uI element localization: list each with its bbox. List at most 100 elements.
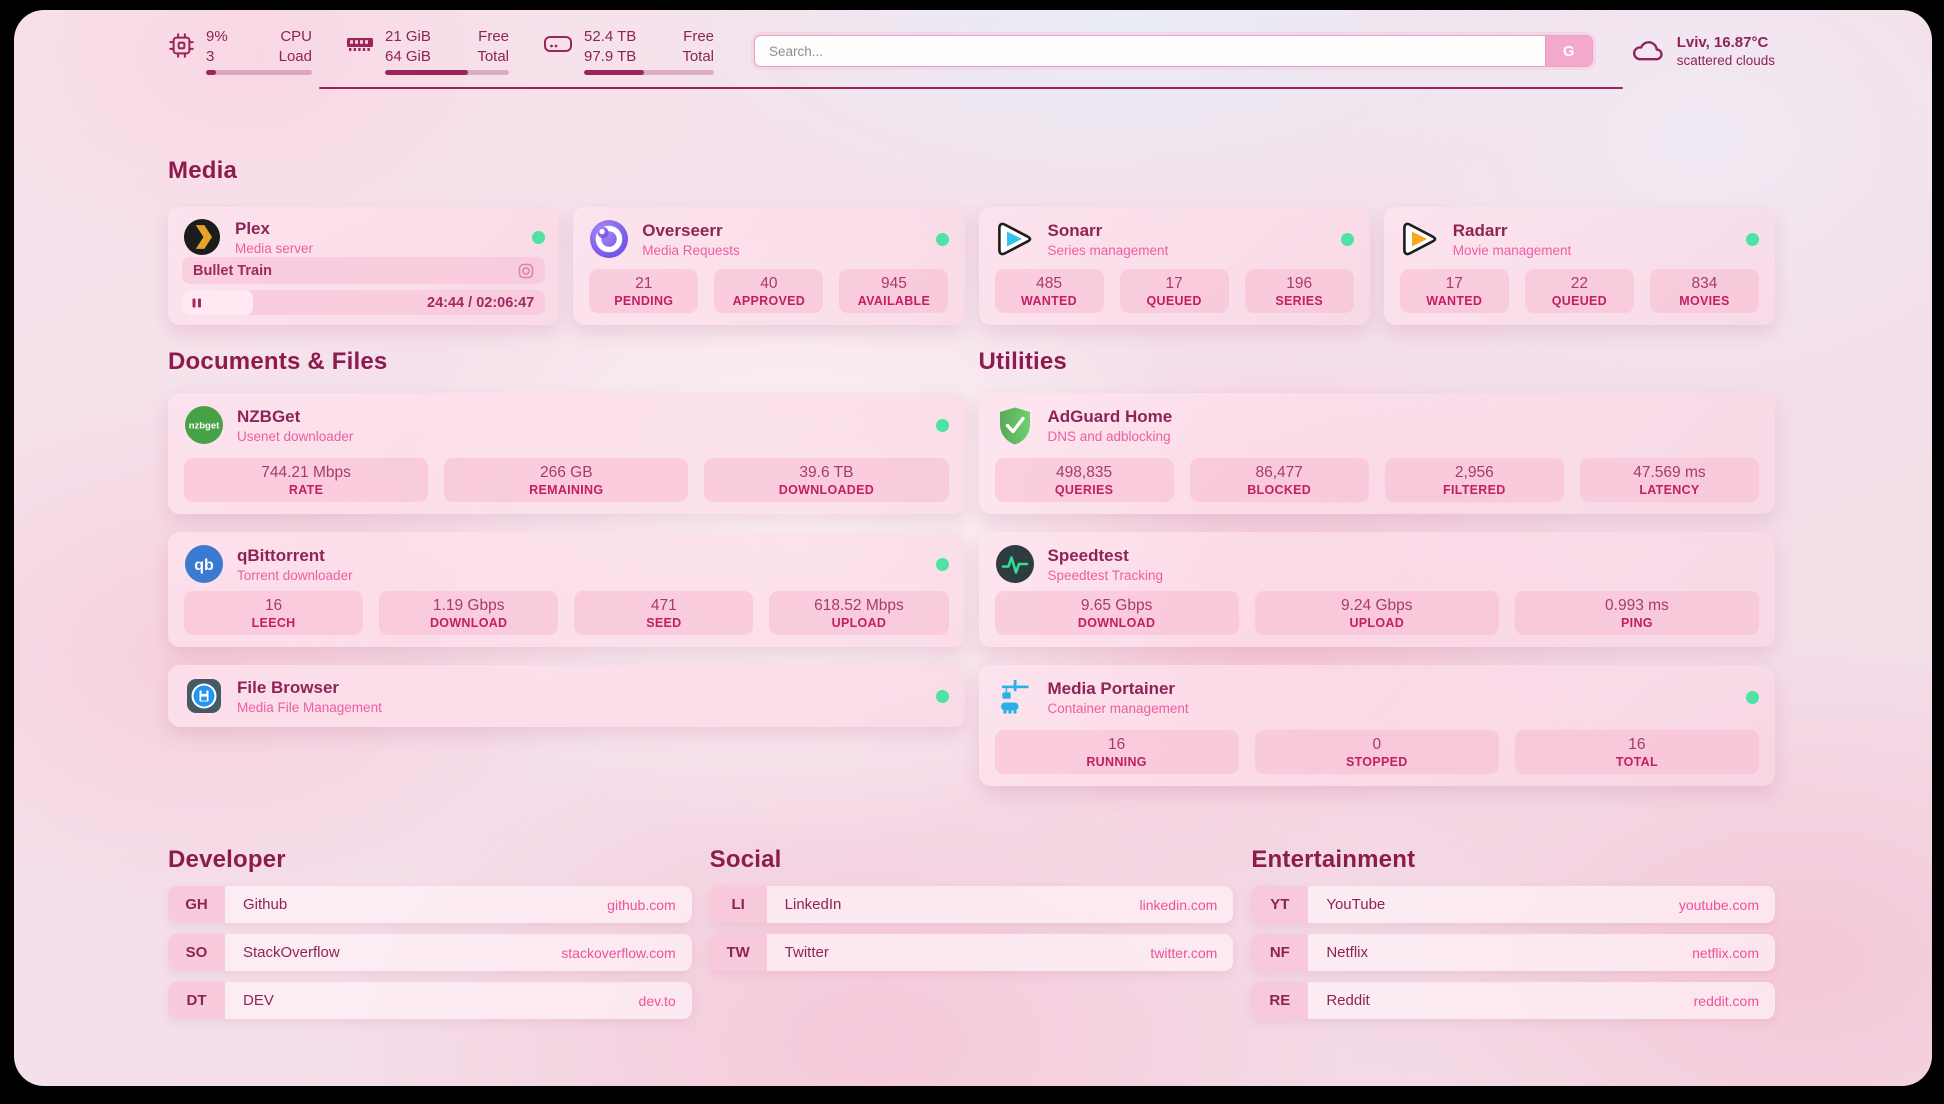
stat-label: DOWNLOAD (429, 615, 508, 630)
service-card-portainer[interactable]: Media Portainer Container management 16 … (978, 665, 1775, 786)
stat-label: UPLOAD (1349, 615, 1405, 630)
bookmark-url: stackoverflow.com (561, 944, 676, 961)
card-subtitle: Container management (1047, 700, 1189, 716)
service-card-overseerr[interactable]: Overseerr Media Requests 21 PENDING 40 A… (573, 207, 965, 325)
bookmark-url: dev.to (638, 992, 676, 1009)
bookmark-netflix[interactable]: NF Netflix netflix.com (1251, 934, 1775, 971)
stat-value: 196 (1286, 274, 1313, 292)
weather-location: Lviv, 16.87°C (1676, 34, 1769, 51)
stat-box: 39.6 TB DOWNLOADED (704, 458, 949, 502)
service-card-nzbget[interactable]: nzbget NZBGet Usenet downloader 744.21 M… (168, 393, 965, 514)
service-card-plex[interactable]: Plex Media server Bullet Train (168, 207, 560, 325)
service-card-qbittorrent[interactable]: qb qBittorrent Torrent downloader 16 LEE… (168, 532, 965, 647)
stat-box: 1.19 Gbps DOWNLOAD (379, 591, 559, 635)
ram-free-value: 21 GiB (385, 28, 431, 45)
status-dot (532, 230, 546, 244)
stat-value: 86,477 (1255, 463, 1303, 481)
stat-value: 471 (650, 596, 677, 614)
bookmark-stackoverflow[interactable]: SO StackOverflow stackoverflow.com (168, 934, 692, 971)
stat-label: PING (1621, 615, 1653, 630)
search-input[interactable] (755, 36, 1545, 66)
service-card-sonarr[interactable]: Sonarr Series management 485 WANTED 17 Q… (978, 207, 1370, 325)
bookmark-name: YouTube (1326, 896, 1386, 913)
weather-widget[interactable]: Lviv, 16.87°C scattered clouds (1629, 34, 1775, 69)
bookmark-linkedin[interactable]: LI LinkedIn linkedin.com (709, 886, 1234, 923)
service-card-speedtest[interactable]: Speedtest Speedtest Tracking 9.65 Gbps D… (978, 532, 1775, 647)
svg-text:nzbget: nzbget (189, 421, 220, 432)
card-subtitle: Torrent downloader (237, 567, 353, 583)
bookmark-url: github.com (607, 896, 676, 913)
bookmark-name: DEV (243, 992, 274, 1009)
bookmark-abbr: DT (168, 982, 225, 1019)
stat-label: STOPPED (1345, 754, 1408, 769)
stat-value: 0 (1372, 735, 1382, 753)
stat-label: TOTAL (1615, 754, 1658, 769)
card-subtitle: Media File Management (237, 699, 382, 715)
service-card-adguard[interactable]: AdGuard Home DNS and adblocking 498,835 … (978, 393, 1775, 514)
stat-box: 196 SERIES (1244, 269, 1354, 313)
stat-box: 498,835 QUERIES (994, 458, 1174, 502)
stat-label: DOWNLOAD (1077, 615, 1156, 630)
card-name: NZBGet (237, 406, 301, 426)
bookmark-abbr: LI (709, 886, 767, 923)
stat-value: 618.52 Mbps (814, 596, 904, 614)
stat-value: 21 (635, 274, 653, 292)
stat-box: 0 STOPPED (1254, 730, 1499, 774)
stat-box: 834 MOVIES (1649, 269, 1759, 313)
stat-label: RUNNING (1086, 754, 1147, 769)
pause-icon[interactable] (192, 297, 202, 308)
session-camera-icon[interactable] (518, 263, 534, 279)
cpu-label: CPU (280, 28, 312, 45)
bookmark-github[interactable]: GH Github github.com (168, 886, 692, 923)
status-dot (935, 418, 949, 432)
stat-label: LEECH (251, 615, 296, 630)
search-engine-button[interactable]: G (1544, 36, 1592, 66)
card-subtitle: Speedtest Tracking (1047, 567, 1164, 583)
stat-value: 498,835 (1056, 463, 1113, 481)
stat-label: UPLOAD (831, 615, 887, 630)
bookmark-name: Netflix (1326, 944, 1369, 961)
stat-label: SERIES (1275, 293, 1324, 308)
status-dot (1746, 232, 1759, 246)
card-name: Radarr (1452, 220, 1508, 240)
bookmark-url: linkedin.com (1139, 896, 1218, 913)
stat-label: QUERIES (1054, 482, 1114, 497)
card-name: qBittorrent (237, 545, 325, 565)
bookmark-twitter[interactable]: TW Twitter twitter.com (709, 934, 1234, 971)
bookmark-group-social: Social LI LinkedIn linkedin.com TW Twitt… (709, 846, 1234, 1019)
stat-label: AVAILABLE (857, 293, 931, 308)
cloud-icon (1629, 34, 1666, 69)
header-bar: 9% CPU 3 Load (168, 10, 1775, 75)
disk-free-value: 52.4 TB (584, 28, 637, 45)
stat-value: 945 (881, 274, 907, 292)
stat-box: 40 APPROVED (714, 269, 824, 313)
nzbget-icon: nzbget (184, 405, 224, 445)
stat-box: 47.569 ms LATENCY (1579, 458, 1759, 502)
bookmark-group-entertainment: Entertainment YT YouTube youtube.com NF … (1251, 846, 1775, 1019)
ram-stat: 21 GiB Free 64 GiB Total (346, 27, 509, 75)
card-subtitle: DNS and adblocking (1047, 428, 1171, 444)
bookmark-youtube[interactable]: YT YouTube youtube.com (1251, 886, 1775, 923)
bookmark-abbr: RE (1251, 982, 1309, 1019)
bookmark-group-developer: Developer GH Github github.com SO StackO… (168, 846, 692, 1019)
bookmark-abbr: YT (1251, 886, 1309, 923)
section-title-entertainment: Entertainment (1251, 846, 1416, 873)
playback-progress-bar[interactable]: 24:44 / 02:06:47 (182, 290, 546, 315)
stat-value: 744.21 Mbps (261, 463, 351, 481)
card-name: Plex (235, 218, 270, 238)
service-card-filebrowser[interactable]: File Browser Media File Management (168, 665, 965, 727)
bookmark-reddit[interactable]: RE Reddit reddit.com (1251, 982, 1775, 1019)
stat-value: 17 (1165, 274, 1183, 292)
card-name: File Browser (237, 677, 340, 697)
svg-text:qb: qb (194, 557, 214, 574)
stat-label: DOWNLOADED (778, 482, 875, 497)
cpu-value: 9% (206, 28, 228, 45)
bookmark-dev[interactable]: DT DEV dev.to (168, 982, 692, 1019)
stat-box: 2,956 FILTERED (1384, 458, 1564, 502)
service-card-radarr[interactable]: Radarr Movie management 17 WANTED 22 QUE… (1383, 207, 1775, 325)
cpu-label2: Load (278, 47, 312, 65)
filebrowser-icon (184, 676, 224, 716)
stat-label: WANTED (1021, 293, 1078, 308)
dashboard-page: 9% CPU 3 Load (14, 10, 1932, 1086)
card-name: Media Portainer (1047, 678, 1176, 698)
